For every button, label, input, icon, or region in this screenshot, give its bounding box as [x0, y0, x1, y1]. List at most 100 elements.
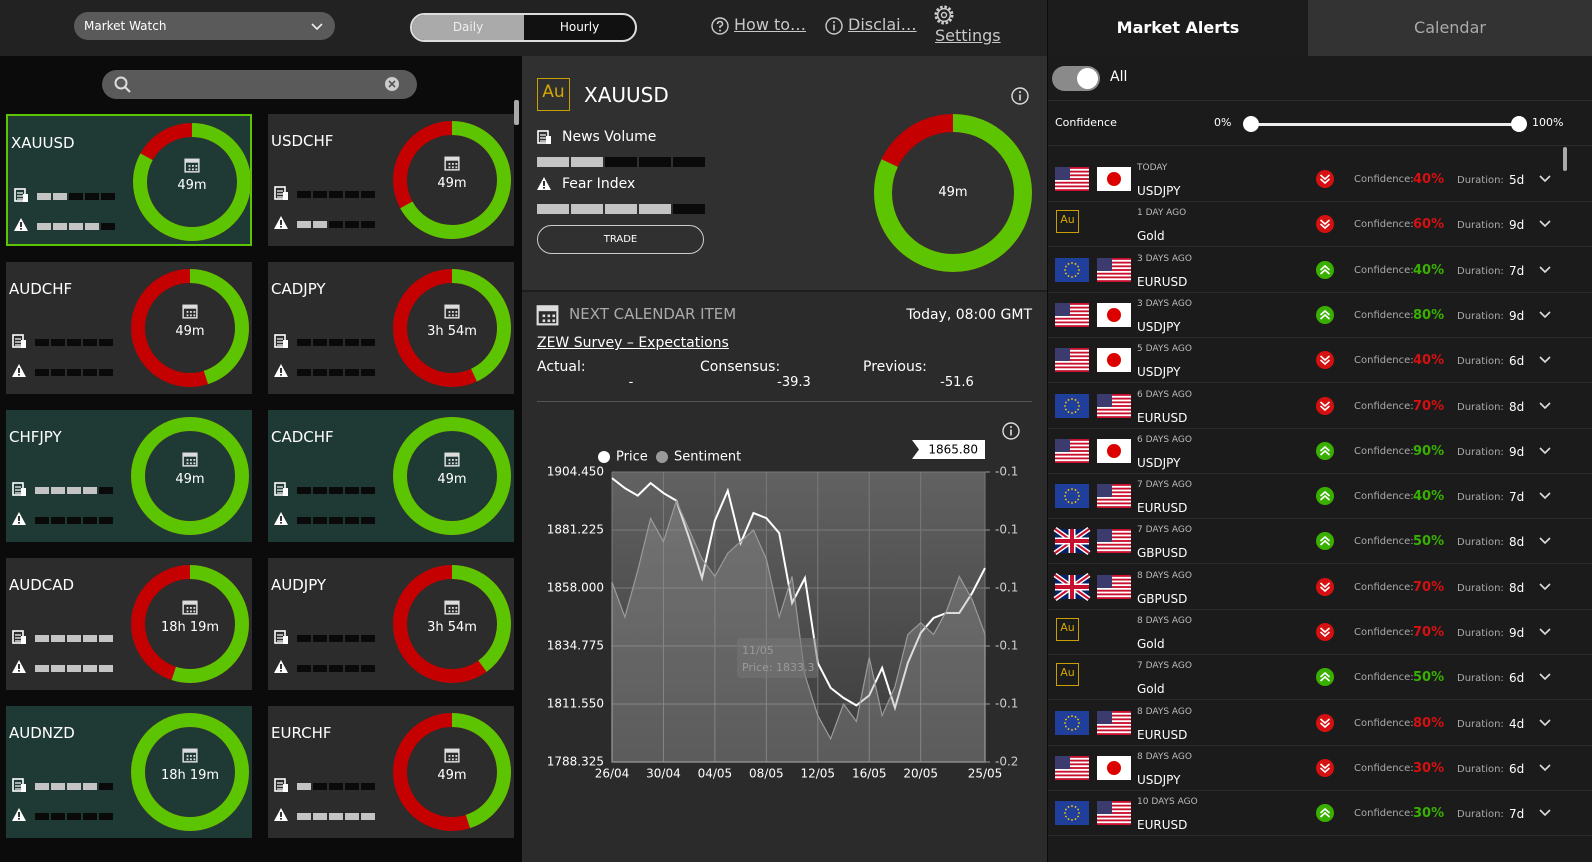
calendar-icon — [182, 748, 198, 763]
chevron[interactable] — [1539, 220, 1551, 228]
chevron[interactable] — [1539, 175, 1551, 183]
flag-star — [1065, 718, 1067, 721]
alert-row[interactable]: 6 DAYS AGO EURUSD Confidence: 70% Duration: 8… — [1048, 384, 1592, 429]
alert-row[interactable]: 7 DAYS AGO GBPUSD Confidence: 50% Duration: 8… — [1048, 519, 1592, 564]
flag-star — [1067, 728, 1070, 730]
level-bar — [297, 813, 377, 820]
level-bar — [537, 157, 605, 167]
icon-mark — [280, 812, 282, 817]
chevron[interactable] — [1539, 447, 1551, 455]
level-track — [35, 813, 115, 820]
direction-chevron — [1319, 627, 1331, 634]
icon-fold — [283, 636, 288, 644]
flag-stripe — [1097, 412, 1131, 415]
flag-canton — [1055, 303, 1070, 316]
chevron[interactable] — [1539, 809, 1551, 817]
alert-row[interactable]: Au 8 DAYS AGO Gold Confidence: 70% Duration: 9… — [1048, 610, 1592, 655]
watch-card[interactable]: AUDJPY 3h 54m — [268, 558, 514, 690]
flag — [1097, 711, 1131, 735]
gold-icon: Au — [1056, 618, 1079, 641]
tab[interactable]: Calendar — [1308, 0, 1592, 56]
top-link[interactable]: Disclai… — [848, 15, 917, 34]
search-bar[interactable] — [102, 70, 417, 99]
flag-stripe — [1097, 733, 1131, 735]
top-link[interactable]: How to… — [734, 15, 807, 34]
icon-dot — [18, 522, 20, 524]
watch-card[interactable]: AUDCHF 49m — [6, 262, 252, 394]
alert-row[interactable]: 3 DAYS AGO USDJPY Confidence: 80% Duration: 9… — [1048, 293, 1592, 338]
flag-star — [1078, 722, 1080, 724]
flag-star — [1074, 275, 1077, 277]
slider-knob[interactable] — [1243, 116, 1259, 132]
flag-stripe — [1055, 362, 1089, 365]
chevron-line — [1539, 402, 1551, 410]
gold-icon: Au — [537, 78, 570, 111]
icon-top — [445, 601, 459, 605]
watch-card[interactable]: USDCHF 49m — [268, 114, 514, 246]
toggle-option[interactable]: Daily — [412, 15, 524, 40]
watch-card[interactable]: CHFJPY 49m — [6, 410, 252, 542]
alert-row[interactable]: Au 1 DAY AGO Gold Confidence: 60% Duration: 9d — [1048, 202, 1592, 247]
watch-card[interactable]: CADJPY 3h 54m — [268, 262, 514, 394]
alert-row[interactable]: 8 DAYS AGO GBPUSD Confidence: 70% Duration: 8… — [1048, 565, 1592, 610]
tab[interactable]: Market Alerts — [1048, 0, 1308, 56]
chevron-line — [1539, 628, 1551, 636]
flag-star — [1067, 263, 1070, 265]
watch-card[interactable]: XAUUSD 49m — [6, 114, 252, 246]
toggle-option[interactable]: Hourly — [559, 20, 600, 34]
card-time: 3h 54m — [427, 620, 477, 635]
flag-stripe — [1055, 178, 1089, 180]
alert-row[interactable]: 8 DAYS AGO EURUSD Confidence: 80% Duration: 4… — [1048, 701, 1592, 746]
chevron[interactable] — [1539, 583, 1551, 591]
chevron[interactable] — [1539, 719, 1551, 727]
alert-row[interactable]: TODAY USDJPY Confidence: 40% Duration: 5d — [1048, 157, 1592, 202]
chevron[interactable] — [1539, 764, 1551, 772]
duration-value: 9d — [1509, 445, 1525, 459]
alert-row[interactable]: 3 DAYS AGO EURUSD Confidence: 40% Duration: 7… — [1048, 248, 1592, 293]
chevron[interactable] — [1539, 492, 1551, 500]
icon-ring — [825, 17, 843, 35]
slider-knob[interactable] — [1511, 116, 1527, 132]
gold-icon: Au — [1056, 663, 1079, 686]
chevron[interactable] — [1539, 402, 1551, 410]
icon-cell — [448, 166, 451, 169]
market-dropdown[interactable]: Market Watch — [74, 12, 335, 40]
flag-stripe — [1097, 551, 1131, 553]
trade-button[interactable]: TRADE — [537, 225, 704, 254]
flag-stripe — [1055, 310, 1089, 313]
watch-card[interactable]: AUDNZD 18h 19m — [6, 706, 252, 838]
chevron[interactable] — [1539, 537, 1551, 545]
icon-cell — [455, 311, 458, 313]
interval-toggle[interactable]: Daily Hourly — [410, 13, 637, 42]
legend-dot — [598, 451, 610, 463]
flag-canton — [1097, 394, 1112, 407]
filter-switch[interactable] — [1052, 66, 1100, 91]
chevron[interactable] — [1539, 356, 1551, 364]
alert-row[interactable]: 8 DAYS AGO USDJPY Confidence: 30% Duration: 6… — [1048, 746, 1592, 791]
icon-dot — [543, 187, 545, 189]
clear-icon[interactable] — [385, 77, 399, 91]
alert-row[interactable]: 5 DAYS AGO USDJPY Confidence: 40% Duration: 6… — [1048, 338, 1592, 383]
chevron[interactable] — [1539, 673, 1551, 681]
icon-outline — [182, 304, 198, 319]
alert-row[interactable]: 6 DAYS AGO USDJPY Confidence: 90% Duration: 9… — [1048, 429, 1592, 474]
chevron[interactable] — [1539, 311, 1551, 319]
sentiment-donut — [131, 713, 249, 831]
chevron[interactable] — [1539, 628, 1551, 636]
alert-row[interactable]: 7 DAYS AGO EURUSD Confidence: 40% Duration: 7… — [1048, 474, 1592, 519]
icon-cell — [547, 319, 551, 323]
chevron[interactable] — [1539, 266, 1551, 274]
direction-icon — [1316, 804, 1334, 822]
watch-card[interactable]: AUDCAD 18h 19m — [6, 558, 252, 690]
direction-chevron — [1319, 494, 1331, 501]
icon-mark — [280, 368, 282, 373]
watch-card[interactable]: CADCHF 49m — [268, 410, 514, 542]
alert-when: 3 DAYS AGO — [1137, 299, 1192, 309]
top-link[interactable]: Settings — [935, 26, 1001, 45]
alert-row[interactable]: Au 7 DAYS AGO Gold Confidence: 50% Duration: 6… — [1048, 655, 1592, 700]
icon-cell — [188, 165, 191, 167]
alert-row[interactable]: 10 DAYS AGO EURUSD Confidence: 30% Duration:… — [1048, 791, 1592, 836]
watch-card[interactable]: EURCHF 49m — [268, 706, 514, 838]
calendar-event[interactable]: ZEW Survey – Expectations — [537, 335, 729, 351]
fear-icon — [274, 364, 288, 377]
